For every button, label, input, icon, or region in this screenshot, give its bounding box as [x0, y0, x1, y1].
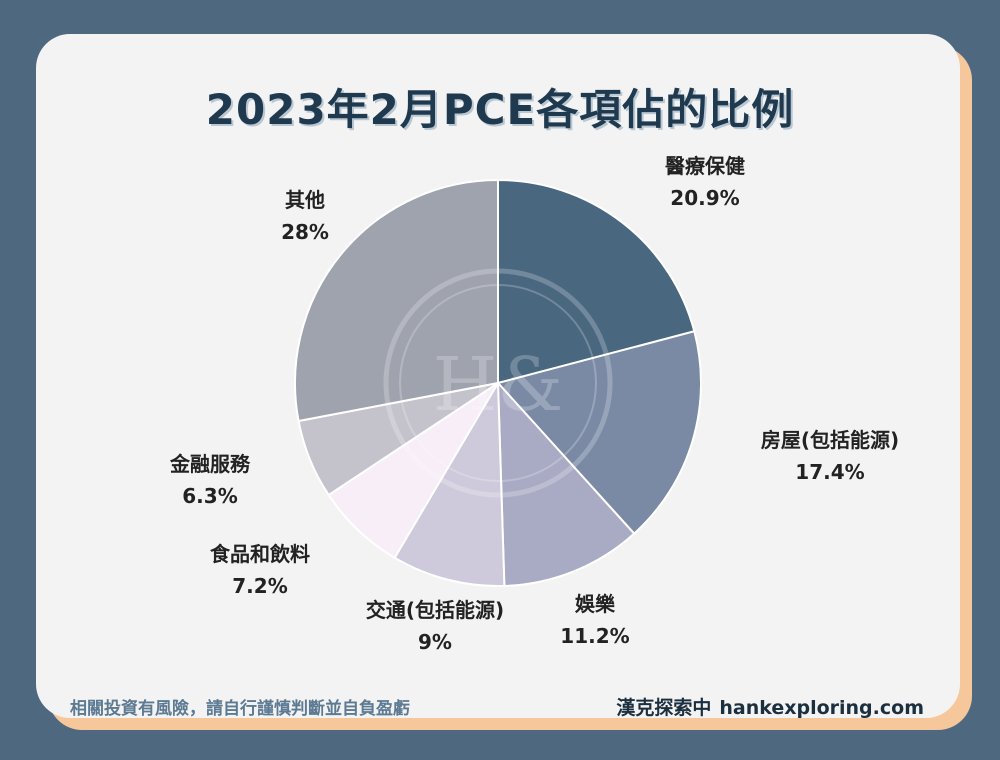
slice-label: 其他: [285, 188, 325, 212]
pie-slice-2: [496, 380, 636, 587]
watermark-logo: H&: [383, 268, 613, 498]
slice-label: 娛樂: [575, 592, 615, 616]
brand-name: 漢克探索中: [616, 697, 712, 719]
label-其他: 其他 28%: [250, 184, 360, 248]
slice-label: 金融服務: [170, 452, 250, 476]
pie-slice-3: [393, 379, 506, 587]
chart-title: 2023年2月PCE各項佔的比例: [205, 85, 795, 134]
label-娛樂: 娛樂 11.2%: [540, 588, 650, 652]
slice-label: 食品和飲料: [210, 542, 310, 566]
label-食品和飲料: 食品和飲料 7.2%: [180, 538, 340, 602]
pie-slices: [294, 178, 702, 587]
slice-value: 28%: [281, 220, 329, 244]
slice-value: 7.2%: [232, 574, 288, 598]
label-房屋: 房屋(包括能源) 17.4%: [735, 424, 925, 488]
slice-value: 9%: [418, 630, 452, 654]
slice-value: 11.2%: [560, 624, 630, 648]
slice-label: 交通(包括能源): [365, 598, 505, 622]
watermark-text: H&: [433, 342, 563, 428]
brand-footer: 漢克探索中 hankexploring.com: [616, 693, 924, 720]
pie-slice-6: [294, 178, 499, 423]
disclaimer: 相關投資有風險，請自行謹慎判斷並自負盈虧: [70, 699, 410, 719]
label-交通: 交通(包括能源) 9%: [340, 594, 530, 658]
slice-value: 20.9%: [670, 186, 740, 210]
pie-slice-1: [496, 330, 702, 535]
brand-site[interactable]: hankexploring.com: [719, 697, 924, 719]
pie-slice-0: [497, 178, 696, 385]
label-醫療保健: 醫療保健 20.9%: [640, 150, 770, 214]
label-金融服務: 金融服務 6.3%: [145, 448, 275, 512]
slice-label: 醫療保健: [665, 154, 745, 178]
slice-value: 6.3%: [182, 484, 238, 508]
slice-value: 17.4%: [795, 460, 865, 484]
slice-label: 房屋(包括能源): [760, 428, 900, 452]
